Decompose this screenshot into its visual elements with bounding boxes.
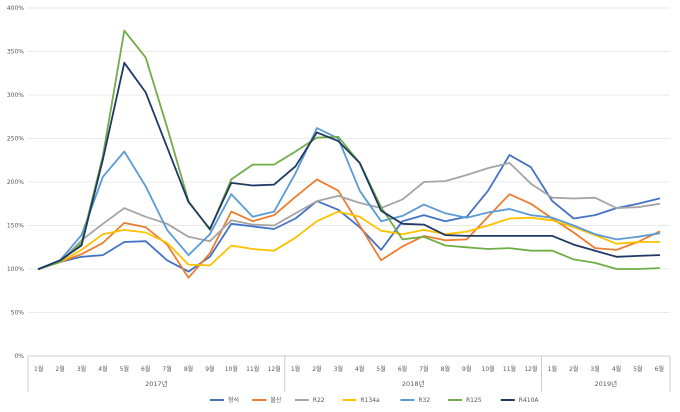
series-line [37, 29, 661, 270]
x-tick-label: 7월 [419, 365, 428, 373]
legend-label: R32 [418, 397, 430, 404]
x-tick-label: 6월 [655, 365, 664, 373]
x-tick-label: 11월 [246, 365, 259, 373]
x-tick-label: 9월 [462, 365, 471, 373]
x-tick-label: 5월 [120, 365, 129, 373]
series-line [37, 127, 661, 270]
x-tick-label: 12월 [268, 365, 281, 373]
x-tick-label: 6월 [398, 365, 407, 373]
x-tick-label: 1월 [291, 365, 300, 373]
x-tick-label: 4월 [355, 365, 364, 373]
x-tick-label: 6월 [141, 365, 150, 373]
x-tick-label: 8월 [441, 365, 450, 373]
x-tick-label: 10월 [482, 365, 495, 373]
x-tick-label: 12월 [524, 365, 537, 373]
x-tick-label: 11월 [503, 365, 516, 373]
y-tick-label: 100% [7, 266, 24, 273]
legend-label: R134a [360, 397, 380, 404]
x-tick-label: 2월 [55, 365, 64, 373]
x-tick-label: 3월 [590, 365, 599, 373]
x-tick-label: 2월 [312, 365, 321, 373]
x-tick-label: 3월 [334, 365, 343, 373]
y-tick-label: 200% [7, 179, 24, 186]
x-tick-label: 1월 [34, 365, 43, 373]
y-tick-label: 0% [14, 353, 24, 360]
legend-label: R410A [519, 397, 540, 404]
x-tick-label: 9월 [205, 365, 214, 373]
series-lines [37, 29, 661, 279]
legend: 형석 불산 R22 R134a R32 R125 R410A [210, 396, 539, 404]
legend-label: 형석 [228, 396, 239, 404]
x-tick-label: 1월 [548, 365, 557, 373]
x-tick-label: 7월 [162, 365, 171, 373]
x-group-label: 2018년 [402, 379, 425, 388]
series-line [37, 210, 661, 270]
y-tick-label: 250% [7, 136, 24, 143]
x-axis: 1월 2월 3월 4월 5월 6월 7월 8월 9월 10월 11월 12월 1월 2월 3월 4월 5월 6월 7… [27, 356, 671, 392]
y-tick-label: 350% [7, 49, 24, 56]
series-line [37, 61, 661, 270]
y-tick-label: 150% [7, 223, 24, 230]
series-line [37, 154, 661, 273]
y-tick-label: 400% [7, 5, 24, 12]
x-tick-label: 10월 [225, 365, 238, 373]
x-group-label: 2019년 [595, 379, 618, 388]
x-tick-label: 2월 [569, 365, 578, 373]
x-tick-label: 4월 [612, 365, 621, 373]
x-group-label: 2017년 [145, 379, 168, 388]
y-tick-label: 50% [11, 310, 25, 317]
x-tick-label: 5월 [633, 365, 642, 373]
series-line [37, 161, 661, 270]
x-tick-label: 5월 [376, 365, 385, 373]
legend-label: 불산 [270, 396, 282, 404]
x-tick-label: 4월 [98, 365, 107, 373]
x-tick-label: 3월 [77, 365, 86, 373]
legend-label: R125 [466, 397, 482, 404]
x-tick-label: 8월 [184, 365, 193, 373]
y-axis-ticks: 0% 50% 100% 150% 200% 250% 300% 350% 400% [7, 5, 24, 360]
y-tick-label: 300% [7, 92, 24, 99]
legend-label: R22 [313, 397, 325, 404]
